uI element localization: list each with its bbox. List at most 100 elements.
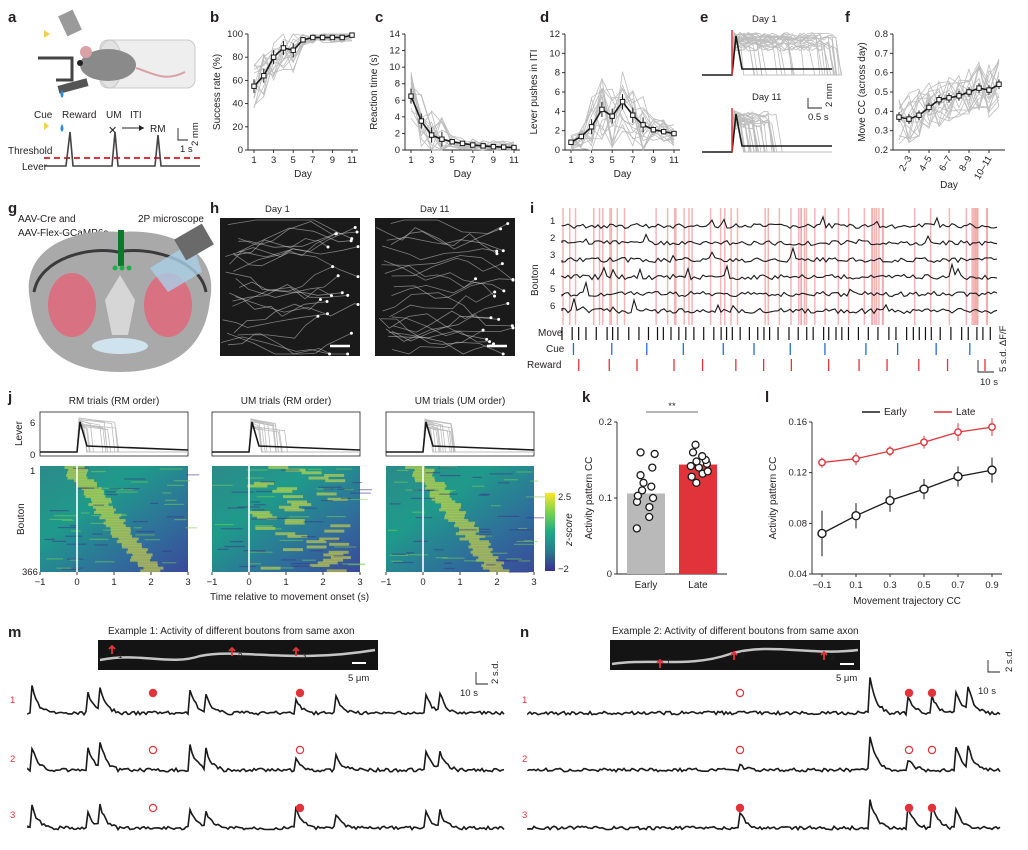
x-tick-label: 3 [429,155,434,166]
data-point [852,454,860,463]
heatmap-band [84,489,105,493]
bouton-trace [561,215,998,230]
event-marker-open [927,745,937,755]
panel-label-j: j [7,389,12,406]
heatmap-noise [93,504,105,506]
axon-segment [383,260,495,297]
significance-label: ** [668,401,676,412]
heatmap-band [110,526,131,530]
bouton-row-label: 4 [550,267,555,278]
heatmap-band [306,545,327,549]
bouton-trace [561,280,998,298]
bouton-dot [500,262,504,266]
heatmap-noise [440,475,461,477]
axon-segment [237,227,352,253]
lever-box [385,411,535,457]
label-iti: ITI [130,110,142,121]
heatmap-band [435,500,456,504]
heatmap-band [328,550,349,554]
lever-box [211,411,361,457]
lever-trace [44,131,200,167]
m-arrow-3-label: 3 [302,652,307,661]
heatmap-band [306,540,327,544]
bouton-trace [561,246,998,264]
axon-segment [386,233,498,255]
heatmap-noise [150,502,159,504]
y-tick-label: 0.12 [789,468,808,479]
heatmap-noise [523,540,533,542]
bouton-dot [336,274,340,278]
data-point [511,144,517,151]
heatmap-band [468,540,489,544]
lever-trial-trace [702,41,837,76]
heatmap-band [85,495,106,499]
heatmap-noise [88,487,101,489]
heatmap-noise [412,511,426,513]
heatmap-band [252,513,273,517]
y-tick-label: 0 [238,145,243,156]
heatmap-band [260,566,281,570]
y-axis-label: Activity pattern CC [584,457,595,540]
bouton-dot [501,352,505,356]
heatmap-noise [478,494,489,496]
heatmap-noise [396,469,409,472]
x-tick-label: 1 [568,155,573,166]
individual-trace [410,86,515,151]
bouton-dot [499,227,503,231]
n-arrow-3-label: 3 [830,653,835,662]
heatmap-noise [260,481,275,483]
heatmap-noise [518,560,531,562]
y-tick-label: 0.6 [875,68,888,79]
heatmap-noise [333,555,344,557]
legend-label-early: Early [884,407,907,418]
heatmap-band [330,556,351,560]
heatmap-noise [345,498,368,501]
heatmap-band [131,556,152,560]
heatmap-noise [70,525,79,527]
heatmap-noise [65,535,83,537]
heatmap-noise [52,540,67,542]
colorbar-tick-top: 2.5 [558,492,571,503]
lever-trial-trace [702,44,832,76]
heatmap-noise [517,527,528,530]
heatmap-noise [350,492,371,494]
axon-segment [391,257,503,277]
colorbar [545,493,555,571]
heatmap-noise [526,517,545,519]
i-time-scale: 10 s [980,377,998,388]
heatmap-band [478,556,499,560]
individual-trace [898,69,1000,139]
heatmap-noise [439,466,458,468]
individual-trace [253,33,353,67]
lever-trial-trace [702,44,843,76]
event-marker-open [148,803,158,813]
heatmap-noise [479,528,491,530]
data-point [686,461,695,471]
data-point [329,34,336,41]
heatmap-band [76,481,97,485]
data-point [916,112,922,118]
n-arrow-1-label: 1 [666,657,671,666]
y-tick-label: 12 [549,29,560,40]
lever-trial-trace [702,35,837,76]
heatmap-noise [173,480,191,482]
heatmap-band [458,526,479,530]
bouton-dot [325,300,329,304]
bouton-dot [328,352,332,356]
m-arrow-1 [108,644,116,654]
heatmap-noise [318,486,342,488]
objective-icon [58,9,82,37]
panel-h-images: Day 1 Day 11 [220,204,515,356]
axon-segment [222,313,328,328]
x-axis-label: Day [614,169,632,180]
data-point [270,54,277,60]
heatmap-band [414,468,435,472]
heatmap-noise [501,560,523,562]
heatmap-noise [489,473,513,475]
axis-lines [811,422,1002,575]
heatmap-band [90,497,111,501]
heatmap-noise [69,559,79,561]
j-lever-tick-6: 6 [30,418,35,429]
heatmap-band [323,558,344,562]
axon-segment [220,336,330,355]
